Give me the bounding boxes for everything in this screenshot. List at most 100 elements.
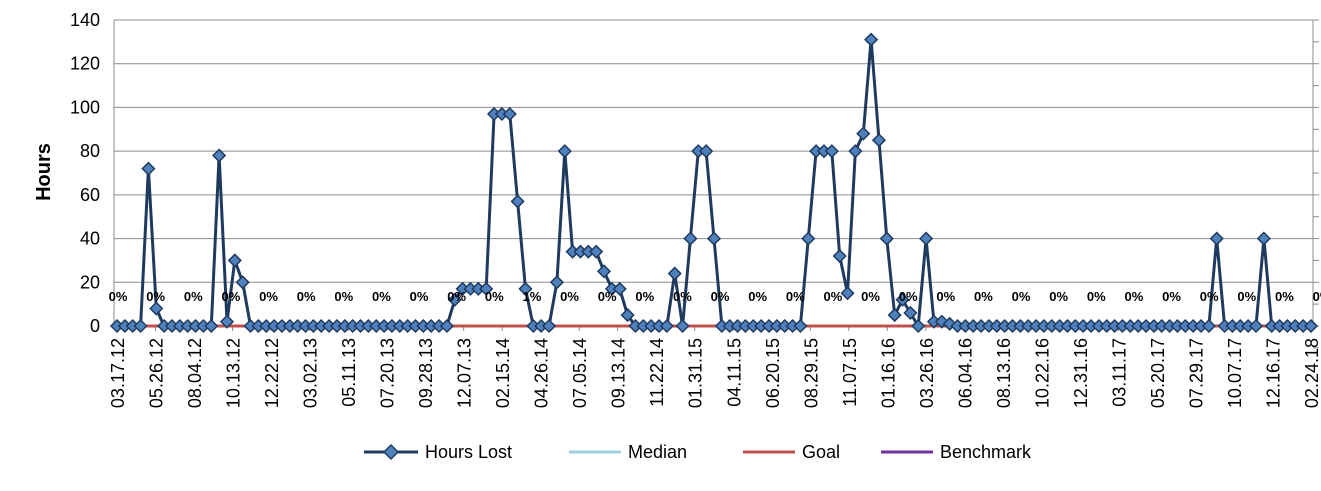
hours-lost-point [439,318,454,334]
x-tick-label: 06.04.16 [955,338,975,408]
hours-lost-series [109,32,1319,334]
hours-lost-point [1201,318,1216,334]
x-tick-label: 12.22.12 [262,338,282,408]
y-tick-label: 40 [80,229,100,249]
percent-label: 0% [974,289,993,304]
hours-lost-point [212,148,227,163]
percent-labels: 0% 0% 0% 0% 0% 0% 0% 0% 0% 0% 0% 1% 0% 0% 0% 0% 0% 0% 0% 0%… [109,289,1321,304]
y-tick-label: 60 [80,185,100,205]
x-tick-label: 07.29.17 [1186,338,1206,408]
percent-label: 0% [899,289,918,304]
percent-label: 0% [1162,289,1181,304]
hours-lost-point [1256,231,1271,246]
hours-lost-point [612,281,627,296]
hours-lost-point [871,133,887,148]
y-tick-label: 80 [80,141,100,161]
hours-lost-point [667,266,682,281]
y-tick-label: 0 [90,316,100,336]
hours-lost-point [620,308,635,323]
legend-item: Benchmark [881,442,1032,462]
hours-lost-point [235,275,250,290]
legend-label: Median [628,442,687,462]
x-tick-label: 03.11.17 [1109,338,1129,407]
percent-label: 0% [1200,289,1219,304]
percent-label: 0% [786,289,805,304]
x-tick-label: 11.07.15 [840,338,860,407]
hours-lost-point [502,106,517,122]
percent-label: 0% [673,289,692,304]
legend-item: Goal [743,442,840,462]
percent-label: 0% [823,289,842,304]
hours-lost-point [699,144,714,159]
x-tick-label: 12.16.17 [1263,338,1283,408]
x-tick-label: 02.24.18 [1302,338,1321,408]
hours-lost-point [832,248,847,264]
x-tick-label: 07.05.14 [570,338,590,408]
x-tick-label: 02.15.14 [493,338,513,408]
x-tick-label: 03.02.13 [301,338,321,408]
x-tick-label: 08.13.16 [994,338,1014,408]
x-tick-label: 05.26.12 [147,338,167,408]
x-tick-label: 10.07.17 [1225,338,1245,408]
percent-label: 0% [936,289,955,304]
percent-label: 0% [372,289,391,304]
percent-label: 0% [598,289,617,304]
x-tick-label: 11.22.14 [647,338,667,407]
percent-label: 0% [297,289,316,304]
y-tick-label: 100 [70,97,100,117]
hours-lost-point [149,301,164,316]
legend-label: Benchmark [940,442,1032,462]
percent-label: 0% [109,289,128,304]
hours-lost-point [887,308,902,323]
hours-lost-point [518,281,533,296]
percent-label: 0% [1124,289,1143,304]
hours-lost-point [864,32,879,47]
hours-lost-point [919,231,934,246]
percent-label: 0% [485,289,504,304]
hours-lost-point [793,318,808,334]
hours-lost-point [659,318,674,334]
hours-lost-point [903,305,918,320]
axes [113,20,1314,327]
hours-lost-point [447,292,462,307]
hours-lost-point [911,318,926,334]
hours-lost-point [856,126,871,141]
percent-label: 0% [1237,289,1256,304]
x-tick-label: 05.11.13 [339,338,359,407]
hours-lost-point [133,318,148,334]
x-tick-label: 05.20.17 [1148,338,1168,408]
percent-label: 0% [447,289,466,304]
x-tick-label: 07.20.13 [378,338,398,408]
percent-label: 0% [259,289,278,304]
hours-lost-point [596,264,612,279]
legend-item: Hours Lost [364,442,512,462]
hours-lost-point [204,318,219,334]
percent-label: 0% [146,289,165,304]
hours-lost-point [895,292,910,307]
percent-label: 0% [1012,289,1031,304]
percent-label: 0% [1313,289,1321,304]
y-tick-label: 20 [80,272,100,292]
hours-lost-point [879,231,894,246]
hours-lost-point [683,231,698,246]
y-axis-label: Hours [33,143,55,201]
hours-lost-point [706,231,722,246]
x-tick-label: 10.13.12 [224,338,244,408]
hours-lost-point [227,253,242,268]
percent-label: 0% [861,289,880,304]
x-tick-label: 01.31.15 [686,338,706,408]
x-tick-label: 04.26.14 [532,338,552,408]
hours-lost-point [848,144,863,159]
x-tick-label: 12.31.16 [1071,338,1091,408]
hours-lost-point [840,286,855,301]
legend-label: Goal [802,442,840,462]
percent-label: 0% [560,289,579,304]
x-tick-label: 10.22.16 [1032,338,1052,408]
x-tick-label: 09.28.13 [416,338,436,408]
x-tick-label: 03.17.12 [108,338,128,408]
percent-label: 0% [635,289,654,304]
hours-lost-point [557,144,572,159]
x-tick-label: 12.07.13 [455,338,475,408]
percent-label: 0% [1087,289,1106,304]
